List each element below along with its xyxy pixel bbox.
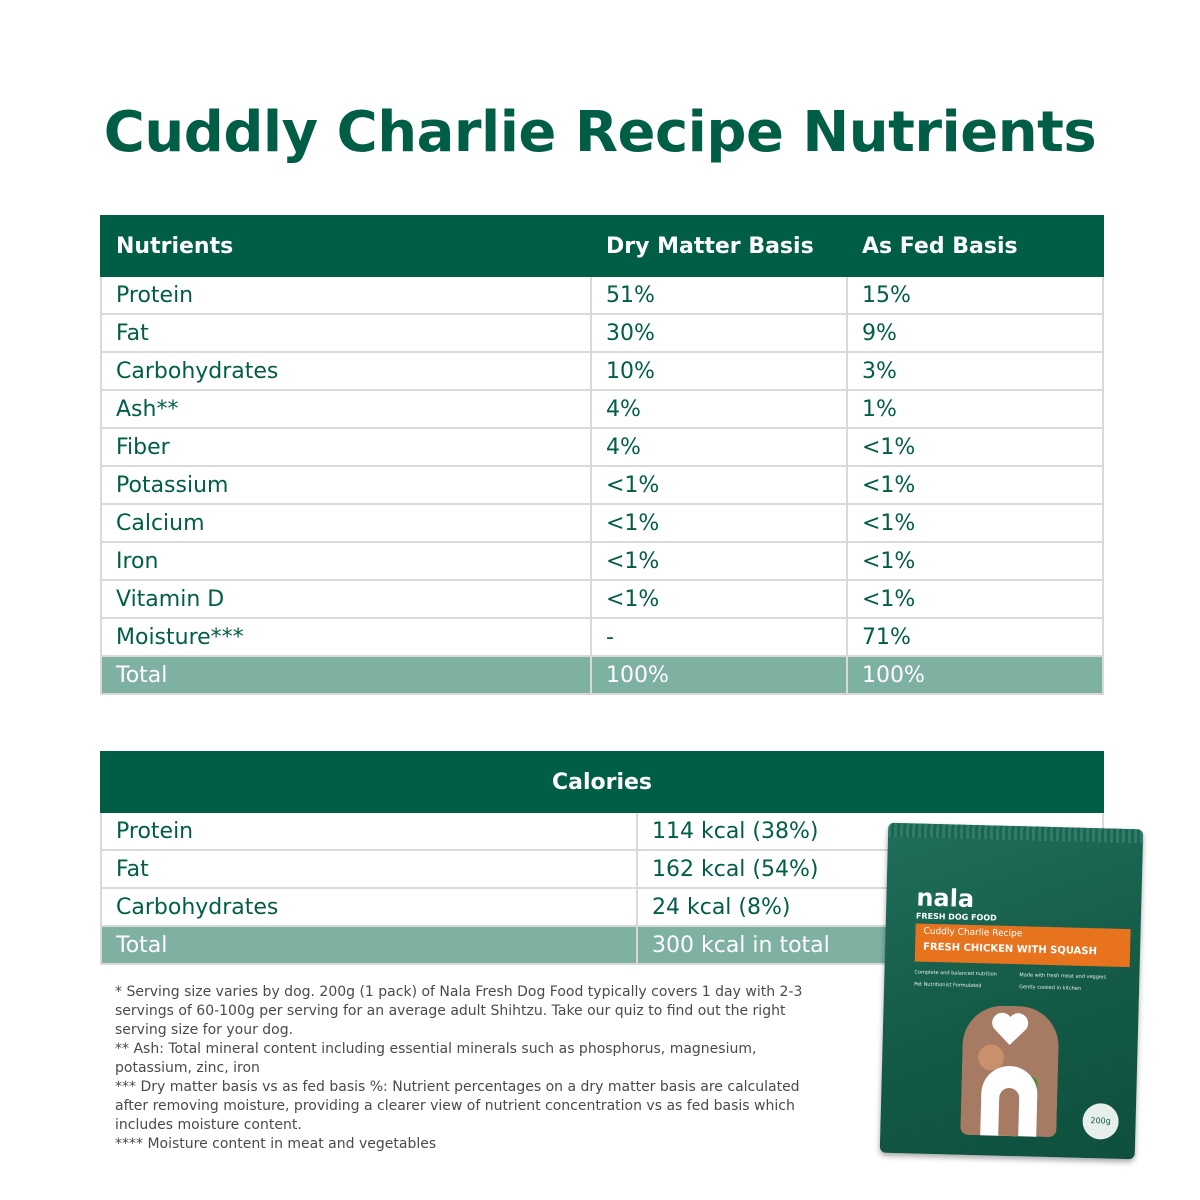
- as-fed-value: 9%: [846, 313, 1104, 353]
- nutrient-name: Carbohydrates: [100, 351, 592, 391]
- table-row: Calcium <1% <1%: [100, 503, 1104, 543]
- as-fed-value: <1%: [846, 465, 1104, 505]
- total-label: Total: [100, 925, 638, 965]
- package-brand-logo: nala: [916, 883, 975, 913]
- package-feature: Complete and balanced nutrition: [914, 969, 997, 978]
- dry-matter-value: <1%: [590, 503, 848, 543]
- product-package-image: nala FRESH DOG FOOD Cuddly Charlie Recip…: [879, 822, 1144, 1160]
- table-row: Potassium <1% <1%: [100, 465, 1104, 505]
- table-row: Vitamin D <1% <1%: [100, 579, 1104, 619]
- footnote: * Serving size varies by dog. 200g (1 pa…: [115, 984, 803, 1038]
- nutrient-name: Potassium: [100, 465, 592, 505]
- dry-matter-value: 51%: [590, 275, 848, 315]
- as-fed-value: 15%: [846, 275, 1104, 315]
- nutrient-name: Fiber: [100, 427, 592, 467]
- nutrient-name: Protein: [100, 275, 592, 315]
- dry-matter-value: <1%: [590, 579, 848, 619]
- dry-matter-value: 4%: [590, 389, 848, 429]
- package-feature: Made with fresh meat and veggies: [1019, 972, 1107, 981]
- as-fed-value: 3%: [846, 351, 1104, 391]
- n-logo-gap: [998, 1087, 1020, 1137]
- table-row: Moisture*** - 71%: [100, 617, 1104, 657]
- package-feature: Pet Nutritionist Formulated: [914, 981, 982, 990]
- package-subtitle: FRESH DOG FOOD: [915, 911, 997, 923]
- footnote: ** Ash: Total mineral content including …: [115, 1041, 757, 1076]
- heart-icon: [992, 1012, 1029, 1045]
- as-fed-value: <1%: [846, 579, 1104, 619]
- footnote: **** Moisture content in meat and vegeta…: [115, 1136, 437, 1152]
- calorie-source: Protein: [100, 811, 638, 851]
- nutrient-name: Moisture***: [100, 617, 592, 657]
- header-dry-matter: Dry Matter Basis: [590, 215, 848, 277]
- footnote: *** Dry matter basis vs as fed basis %: …: [115, 1079, 800, 1133]
- table-row: Carbohydrates 10% 3%: [100, 351, 1104, 391]
- dry-matter-value: -: [590, 617, 848, 657]
- table-row: Fat 30% 9%: [100, 313, 1104, 353]
- calories-header-row: Calories: [100, 751, 1104, 813]
- header-as-fed: As Fed Basis: [846, 215, 1104, 277]
- as-fed-value: <1%: [846, 541, 1104, 581]
- dry-matter-value: 4%: [590, 427, 848, 467]
- package-weight-badge: 200g: [1082, 1102, 1120, 1140]
- total-row: Total 100% 100%: [100, 655, 1104, 695]
- calorie-source: Fat: [100, 849, 638, 889]
- nutrient-name: Fat: [100, 313, 592, 353]
- header-nutrients: Nutrients: [100, 215, 592, 277]
- table-row: Protein 51% 15%: [100, 275, 1104, 315]
- nutrients-header-row: Nutrients Dry Matter Basis As Fed Basis: [100, 215, 1104, 277]
- total-dry-matter: 100%: [590, 655, 848, 695]
- as-fed-value: 71%: [846, 617, 1104, 657]
- nutrient-name: Ash**: [100, 389, 592, 429]
- calorie-source: Carbohydrates: [100, 887, 638, 927]
- total-as-fed: 100%: [846, 655, 1104, 695]
- table-row: Fiber 4% <1%: [100, 427, 1104, 467]
- table-row: Iron <1% <1%: [100, 541, 1104, 581]
- nutrients-table: Nutrients Dry Matter Basis As Fed Basis …: [100, 215, 1104, 695]
- dry-matter-value: 30%: [590, 313, 848, 353]
- footnotes: * Serving size varies by dog. 200g (1 pa…: [115, 983, 835, 1154]
- table-row: Ash** 4% 1%: [100, 389, 1104, 429]
- as-fed-value: <1%: [846, 503, 1104, 543]
- dry-matter-value: <1%: [590, 465, 848, 505]
- nutrient-name: Iron: [100, 541, 592, 581]
- as-fed-value: <1%: [846, 427, 1104, 467]
- nutrient-name: Vitamin D: [100, 579, 592, 619]
- package-seal: [887, 822, 1144, 844]
- package-feature: Gently cooked in kitchen: [1019, 984, 1082, 992]
- total-label: Total: [100, 655, 592, 695]
- page-title: Cuddly Charlie Recipe Nutrients: [103, 100, 1097, 165]
- as-fed-value: 1%: [846, 389, 1104, 429]
- dry-matter-value: 10%: [590, 351, 848, 391]
- dry-matter-value: <1%: [590, 541, 848, 581]
- nutrient-name: Calcium: [100, 503, 592, 543]
- calories-header: Calories: [100, 751, 1104, 813]
